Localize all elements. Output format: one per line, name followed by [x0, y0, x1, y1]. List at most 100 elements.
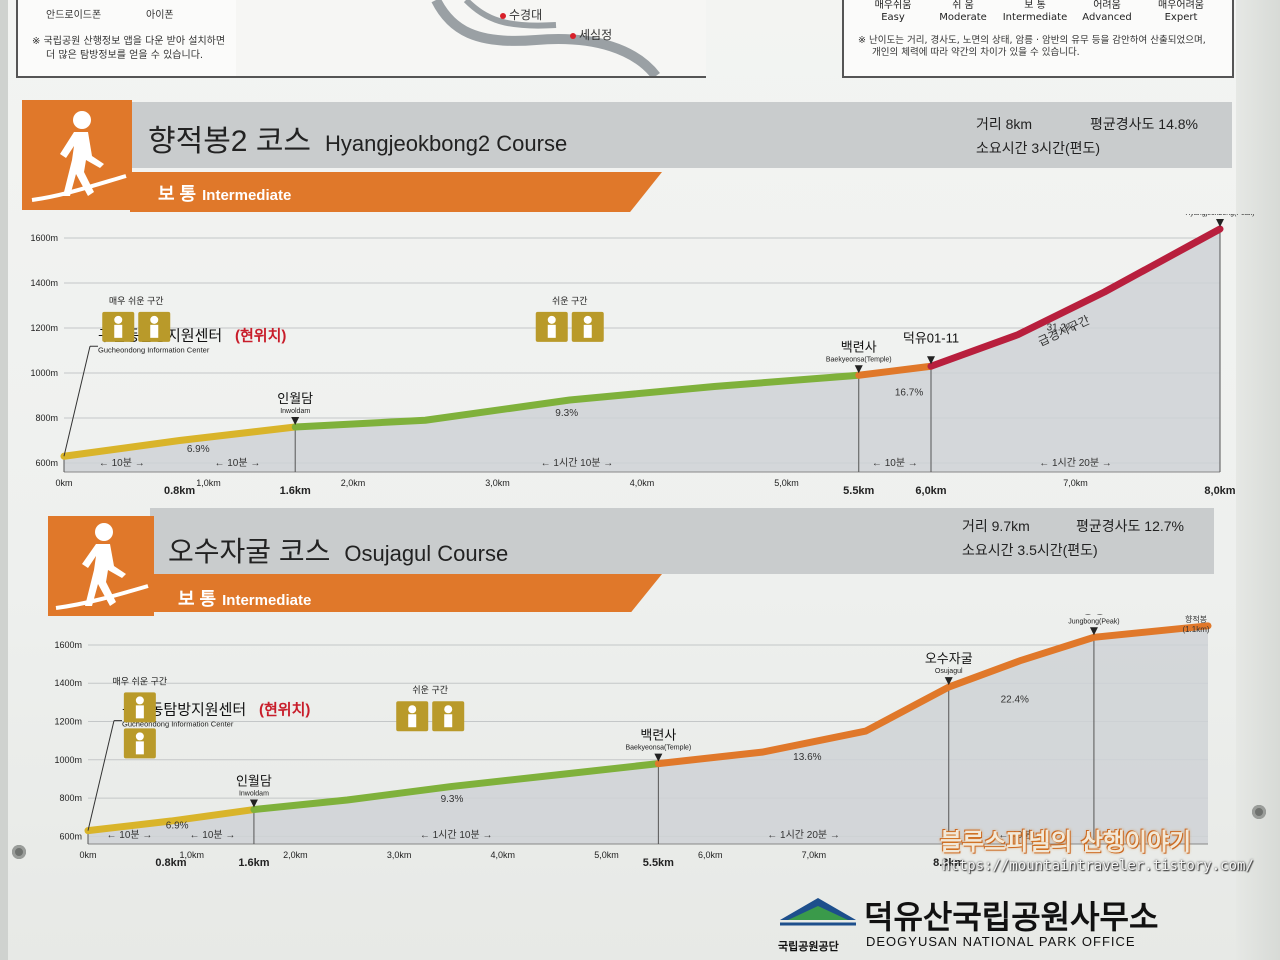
segment-time-label: ← 1시간 20분 →	[767, 829, 840, 841]
landmark-name-en: Hyangjeokbong(Peak)	[1185, 214, 1254, 217]
course2-icon-box	[48, 516, 154, 616]
person-icon	[135, 705, 144, 719]
app-note-2: 더 많은 탐방정보를 얻을 수 있습니다.	[46, 50, 204, 61]
x-tick-label: 5.5km	[843, 485, 874, 497]
office-name-en: DEOGYUSAN NATIONAL PARK OFFICE	[866, 934, 1136, 949]
landmark-marker	[1216, 219, 1224, 227]
landmark-name: 백련사	[841, 339, 877, 354]
landmark-name-en: Inwoldam	[280, 408, 310, 415]
landmark-current-position: (현위치)	[235, 327, 286, 344]
android-label: 안드로이드폰	[46, 10, 102, 21]
course1-avg-slope: 평균경사도 14.8%	[1090, 116, 1198, 132]
segment-time-label: ← 10분 →	[189, 829, 235, 841]
next-peak-name: 향적봉	[1185, 614, 1207, 624]
x-tick-label: 1,0km	[196, 478, 221, 488]
course1-level: 보 통 Intermediate	[158, 184, 292, 204]
zone-label: 매우 쉬운 구간	[109, 296, 164, 306]
segment-time-label: ← 10분 →	[214, 457, 260, 469]
segment-time-label: ← 1시간 10분 →	[541, 457, 614, 469]
y-tick-label: 600m	[59, 831, 82, 841]
segment-time-label: ← 40분 →	[998, 829, 1044, 841]
difficulty-note: ※ 난이도는 거리, 경사도, 노면의 상태, 암릉 · 암반의 유무 등을 감…	[858, 35, 1206, 46]
course1-distance: 거리 8km	[976, 116, 1033, 132]
slope-label: 22.4%	[1001, 694, 1029, 705]
mini-map-roads	[431, 0, 660, 76]
bolt-icon	[12, 845, 26, 859]
x-tick-label: 4,0km	[630, 478, 655, 488]
slope-label: 6.9%	[166, 821, 189, 832]
mini-map: 수경대 세심정	[236, 0, 706, 78]
x-tick-label: 1,0km	[179, 850, 204, 860]
trail-segment	[927, 225, 1224, 370]
y-tick-label: 1200m	[30, 323, 58, 333]
watermark-url: https://mountaintraveler.tistory.com/	[942, 858, 1254, 874]
person-icon	[135, 732, 144, 741]
landmark-name-en: Inwoldam	[239, 791, 269, 798]
landmark-marker	[291, 417, 300, 425]
difficulty-legend: 매우쉬움 Easy 쉬 움 Moderate 보 통 Intermediate 어려움…	[842, 0, 1234, 78]
app-note: ※ 국립공원 산행정보 앱을 다운 받아 설치하면	[32, 36, 226, 47]
course2-header-bar	[150, 508, 1214, 574]
board-frame-left	[0, 0, 8, 960]
difficulty-note-2: 개인의 체력에 따라 약간의 차이가 있을 수 있습니다.	[872, 47, 1080, 58]
y-tick-label: 800m	[59, 793, 82, 803]
x-tick-label: 4,0km	[491, 850, 516, 860]
course2-elevation-chart: 600m 800m 1000m 1200m 1400m 1600m 6.9% 9.3% 13.6…	[54, 614, 1212, 869]
person-icon	[114, 324, 123, 338]
landmark-marker	[927, 356, 935, 365]
landmark-marker	[854, 365, 863, 374]
course2-avg-slope: 평균경사도 12.7%	[1076, 518, 1184, 534]
slope-label: 9.3%	[555, 408, 578, 419]
x-tick-label: 2,0km	[283, 850, 308, 860]
difficulty-4: 어려움 Advanced	[1082, 0, 1132, 23]
person-icon	[150, 315, 159, 324]
park-logo-icon	[780, 898, 856, 926]
landmark-name: 인월담	[236, 774, 272, 789]
y-tick-label: 1200m	[54, 717, 82, 727]
landmark-name-en: Gucheondong Information Center	[98, 345, 210, 354]
board-frame-right	[1236, 0, 1280, 960]
x-tick-label: 7,0km	[802, 850, 827, 860]
course1-duration: 소요시간 3시간(편도)	[976, 140, 1101, 156]
landmark-name: 중봉	[1082, 614, 1106, 616]
landmark-name: 오수자굴	[925, 651, 973, 666]
trail-segment	[855, 362, 935, 379]
x-tick-label: 3,0km	[387, 850, 412, 860]
zone-label: 쉬운 구간	[412, 685, 448, 695]
course1-header-bar	[130, 102, 1232, 168]
landmark-name: 백련사	[640, 728, 676, 743]
x-tick-label: 7,0km	[1063, 478, 1088, 488]
person-icon	[408, 705, 417, 714]
office-name-kr: 덕유산국립공원사무소	[864, 899, 1159, 935]
iphone-label: 아이폰	[146, 10, 174, 21]
x-tick-label: 8,0km	[1204, 485, 1235, 497]
map-place-sesimjeong: 세심정	[570, 26, 612, 43]
person-icon	[547, 315, 556, 324]
landmark-name-en: Baekyeonsa(Temple)	[625, 745, 691, 752]
course1-level-bar	[130, 172, 662, 212]
bolt-icon	[1252, 805, 1266, 819]
elevation-area	[88, 625, 1208, 844]
trail-segment	[60, 423, 299, 460]
person-icon	[547, 324, 556, 338]
x-tick-label: 1.6km	[238, 857, 269, 869]
agency-name: 국립공원공단	[778, 940, 839, 953]
x-tick-label: 0.8km	[155, 857, 186, 869]
x-tick-label: 6,0km	[915, 485, 946, 497]
trail-segment	[291, 371, 863, 431]
landmark-marker	[944, 677, 953, 686]
x-tick-label: 6,0km	[698, 850, 723, 860]
segment-time-label: ← 1시간 20분 →	[1039, 457, 1112, 469]
landmark-current-position: (현위치)	[259, 702, 310, 719]
y-tick-label: 600m	[35, 458, 58, 468]
trail-segment	[250, 760, 662, 814]
course2-level: 보 통 Intermediate	[178, 589, 312, 609]
person-icon	[444, 714, 453, 728]
difficulty-1: 매우쉬움 Easy	[874, 0, 912, 23]
course1-elevation-chart: 600m 800m 1000m 1200m 1400m 1600m 6.9% 9.3% 16.7…	[30, 214, 1254, 497]
zone-label: 매우 쉬운 구간	[113, 676, 168, 686]
person-icon	[444, 705, 453, 714]
app-info-box: 안드로이드폰 아이폰 ※ 국립공원 산행정보 앱을 다운 받아 설치하면 더 많…	[16, 0, 240, 78]
x-tick-label: 2,0km	[341, 478, 366, 488]
y-tick-label: 1600m	[30, 233, 58, 243]
